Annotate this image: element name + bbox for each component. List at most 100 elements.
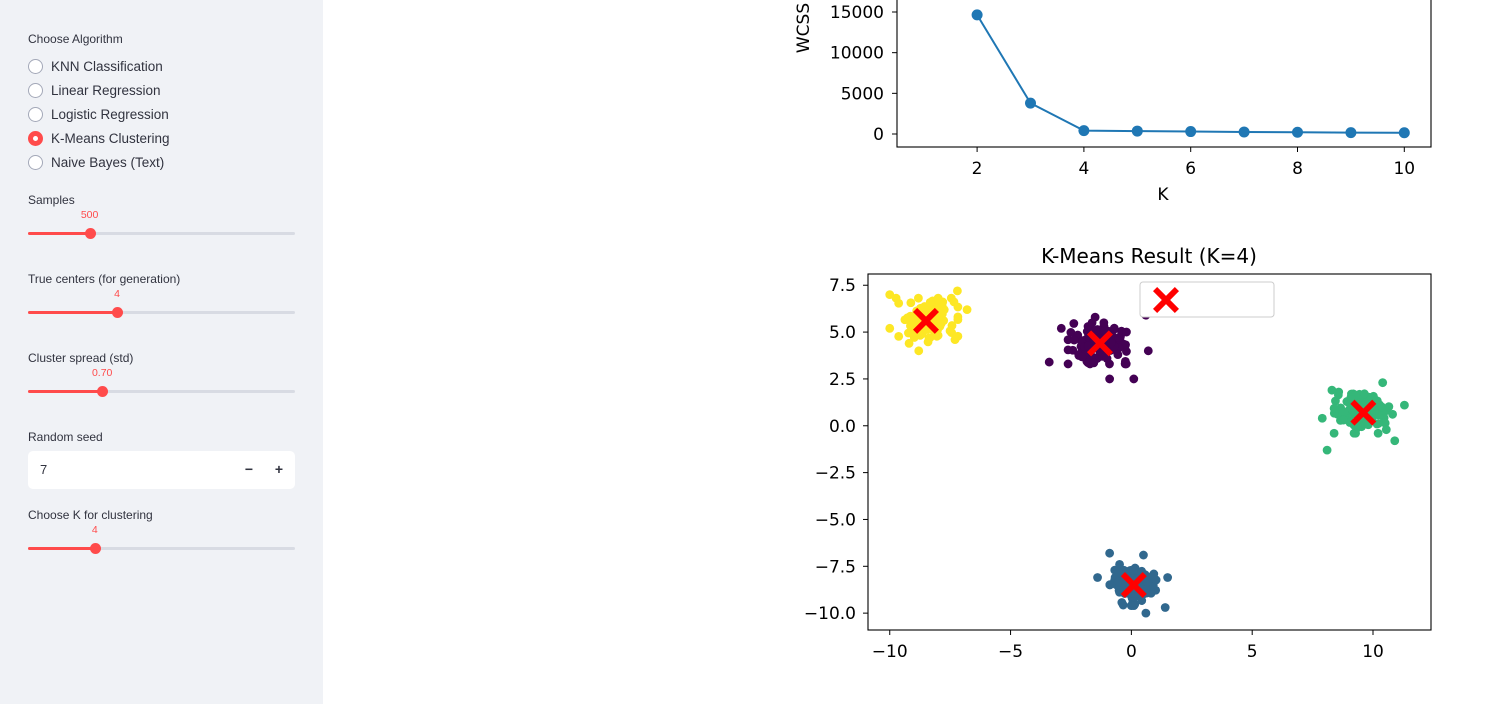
scatter-point [1056, 323, 1066, 333]
scatter-point [1143, 346, 1153, 356]
radio-naive-bayes-text[interactable]: Naive Bayes (Text) [28, 152, 164, 172]
increment-button[interactable]: + [274, 461, 284, 477]
scatter-point [1377, 402, 1387, 412]
scatter-point [1069, 319, 1079, 328]
x-tick-label: 10 [1393, 159, 1415, 179]
scatter-point [936, 319, 946, 328]
slider-fill [28, 547, 95, 550]
samples-label: Samples [28, 193, 75, 207]
data-point [1185, 126, 1197, 138]
data-point [1025, 97, 1036, 109]
scatter-point [1129, 601, 1139, 611]
slider-thumb[interactable] [84, 228, 96, 239]
decrement-button[interactable]: − [244, 461, 254, 477]
scatter-point [924, 333, 934, 343]
sidebar: Choose Algorithm KNN Classification Line… [0, 0, 323, 704]
scatter-point [1102, 354, 1112, 363]
x-tick-label: 10 [1362, 642, 1384, 662]
scatter-point [1114, 567, 1123, 577]
slider-track [28, 232, 295, 235]
scatter-point [1109, 323, 1119, 333]
scatter-point [949, 297, 959, 307]
radio-label: KNN Classification [51, 58, 163, 74]
slider-thumb[interactable] [112, 307, 123, 318]
y-tick-label: 0.0 [829, 417, 856, 437]
scatter-point [1105, 548, 1115, 558]
scatter-point [1084, 341, 1093, 351]
x-tick-label: −5 [998, 642, 1023, 662]
data-point [1238, 126, 1250, 138]
scatter-point [1129, 374, 1139, 384]
scatter-point [962, 305, 972, 314]
radio-label: Logistic Regression [51, 106, 169, 122]
samples-slider[interactable]: 500 [28, 209, 295, 245]
random-seed-label: Random seed [28, 430, 103, 444]
scatter-point [953, 315, 963, 325]
y-tick-label: −7.5 [815, 557, 856, 577]
cluster-spread-slider[interactable]: 0.70 [28, 367, 295, 403]
y-tick-label: 7.5 [829, 276, 856, 296]
center-marker-icon [912, 307, 939, 334]
x-tick-label: 4 [1078, 159, 1089, 179]
x-tick-label: 2 [972, 159, 983, 179]
slider-fill [28, 232, 90, 235]
slider-track [28, 547, 295, 550]
scatter-point [1044, 357, 1054, 367]
scatter-point [1327, 385, 1337, 395]
data-point [1292, 126, 1303, 138]
scatter-point [906, 298, 916, 308]
scatter-point [1121, 359, 1131, 369]
scatter-point [1360, 389, 1369, 399]
radio-linear-regression[interactable]: Linear Regression [28, 80, 161, 100]
radio-label: K-Means Clustering [51, 130, 170, 146]
scatter-point [1384, 402, 1394, 412]
scatter-point [914, 346, 924, 356]
scatter-point [1090, 312, 1100, 322]
x-tick-label: 5 [1247, 642, 1258, 662]
y-tick-label: −2.5 [815, 464, 856, 484]
random-seed-input[interactable]: 7 − + [28, 451, 295, 489]
y-axis-label: WCSS [794, 3, 814, 53]
random-seed-value[interactable]: 7 [40, 462, 48, 477]
y-tick-label: 15000 [830, 3, 884, 23]
scatter-point [1114, 333, 1124, 343]
scatter-point [1121, 340, 1130, 350]
radio-knn-classification[interactable]: KNN Classification [28, 56, 163, 76]
scatter-point [1334, 387, 1344, 397]
slider-track [28, 390, 295, 393]
scatter-point [1160, 603, 1170, 612]
slider-thumb[interactable] [89, 543, 101, 554]
y-tick-label: −5.0 [815, 510, 856, 530]
center-marker-icon [1350, 399, 1377, 426]
true-centers-slider[interactable]: 4 [28, 288, 295, 324]
scatter-point [1137, 596, 1147, 605]
center-marker-icon [1086, 330, 1113, 357]
scatter-point [937, 309, 947, 319]
radio-circle-icon [28, 106, 43, 122]
radio-logistic-regression[interactable]: Logistic Regression [28, 104, 169, 124]
plot-frame [867, 273, 1432, 631]
slider-value: 500 [80, 209, 99, 221]
scatter-point [950, 335, 960, 344]
x-tick-label: 6 [1185, 159, 1196, 179]
main-content: 2 4 6 8 10 0 5000 10000 15000 K WCSS K-Means Resul… [323, 0, 1505, 704]
slider-track [28, 311, 295, 314]
scatter-point [1163, 573, 1173, 582]
choose-k-label: Choose K for clustering [28, 508, 153, 522]
scatter-point [1118, 600, 1128, 610]
x-tick-label: 8 [1292, 159, 1303, 179]
radio-kmeans-clustering[interactable]: K-Means Clustering [28, 128, 170, 148]
elbow-chart: 2 4 6 8 10 0 5000 10000 15000 K WCSS [794, 0, 1432, 205]
scatter-point [1388, 409, 1397, 419]
slider-thumb[interactable] [97, 386, 109, 397]
scatter-point [1105, 374, 1115, 384]
scatter-point [1366, 393, 1376, 403]
scatter-point [1339, 407, 1349, 417]
scatter-point [1322, 445, 1332, 455]
slider-fill [28, 390, 103, 393]
scatter-point [1093, 573, 1102, 582]
scatter-point [1114, 577, 1124, 586]
scatter-point [953, 286, 962, 296]
choose-k-slider[interactable]: 4 [28, 524, 295, 560]
x-tick-label: −10 [872, 642, 908, 662]
